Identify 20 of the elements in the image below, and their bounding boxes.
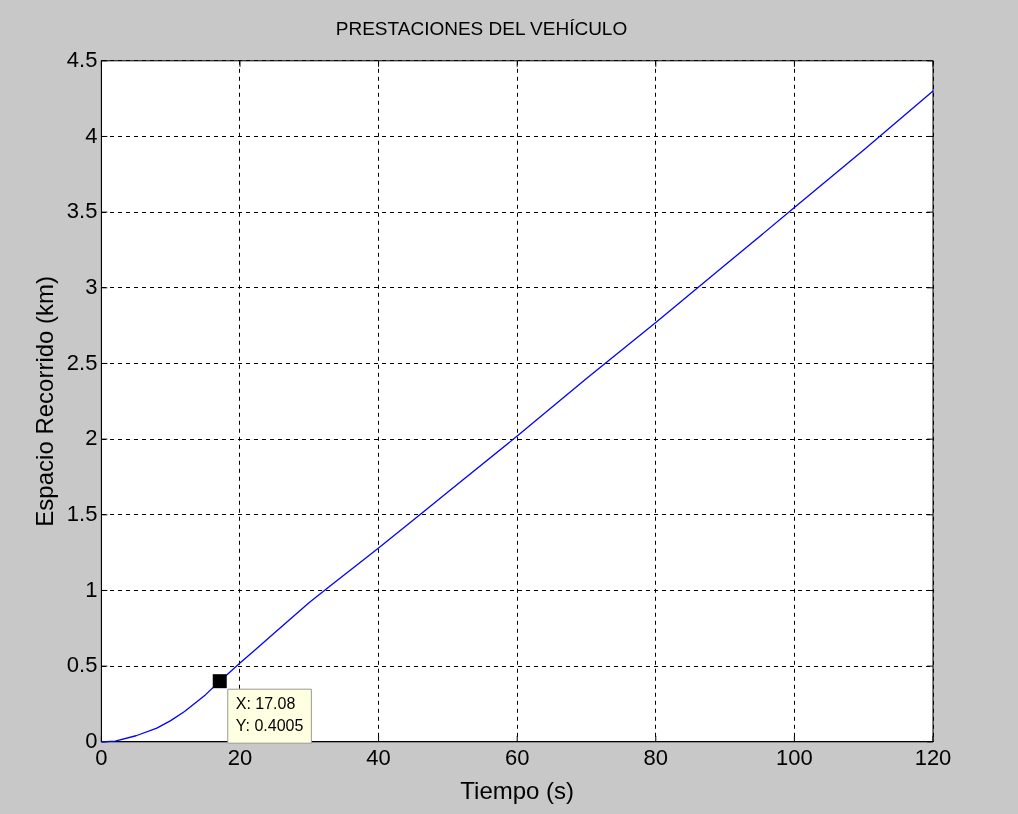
y-tick-label: 0.5 [66,652,98,678]
y-tick-label: 1.5 [66,500,98,526]
x-tick-label: 100 [776,745,813,771]
annotation: X: 17.08 Y: 0.4005 [235,694,304,734]
y-tick-label: 2 [85,425,98,451]
x-tick-label: 60 [504,745,530,771]
y-tick-label: 3 [85,273,98,299]
x-tick-label: 120 [914,745,952,771]
y-tick-label: 4.5 [66,46,98,72]
x-tick-label: 20 [227,745,253,771]
x-tick-label: 80 [643,745,669,771]
y-tick-label: 0 [85,727,98,753]
y-tick-label: 1 [85,576,98,602]
x-tick-label: 40 [366,745,391,771]
y-tick-label: 3.5 [66,198,98,224]
y-axis-title: Espacio Recorrido (km) [31,275,59,527]
y-tick-label: 2.5 [66,349,98,375]
chart-title: PRESTACIONES DEL VEHÍCULO [335,17,628,39]
y-tick-label: 4 [85,122,98,148]
x-axis-title: Tiempo (s) [460,777,575,805]
